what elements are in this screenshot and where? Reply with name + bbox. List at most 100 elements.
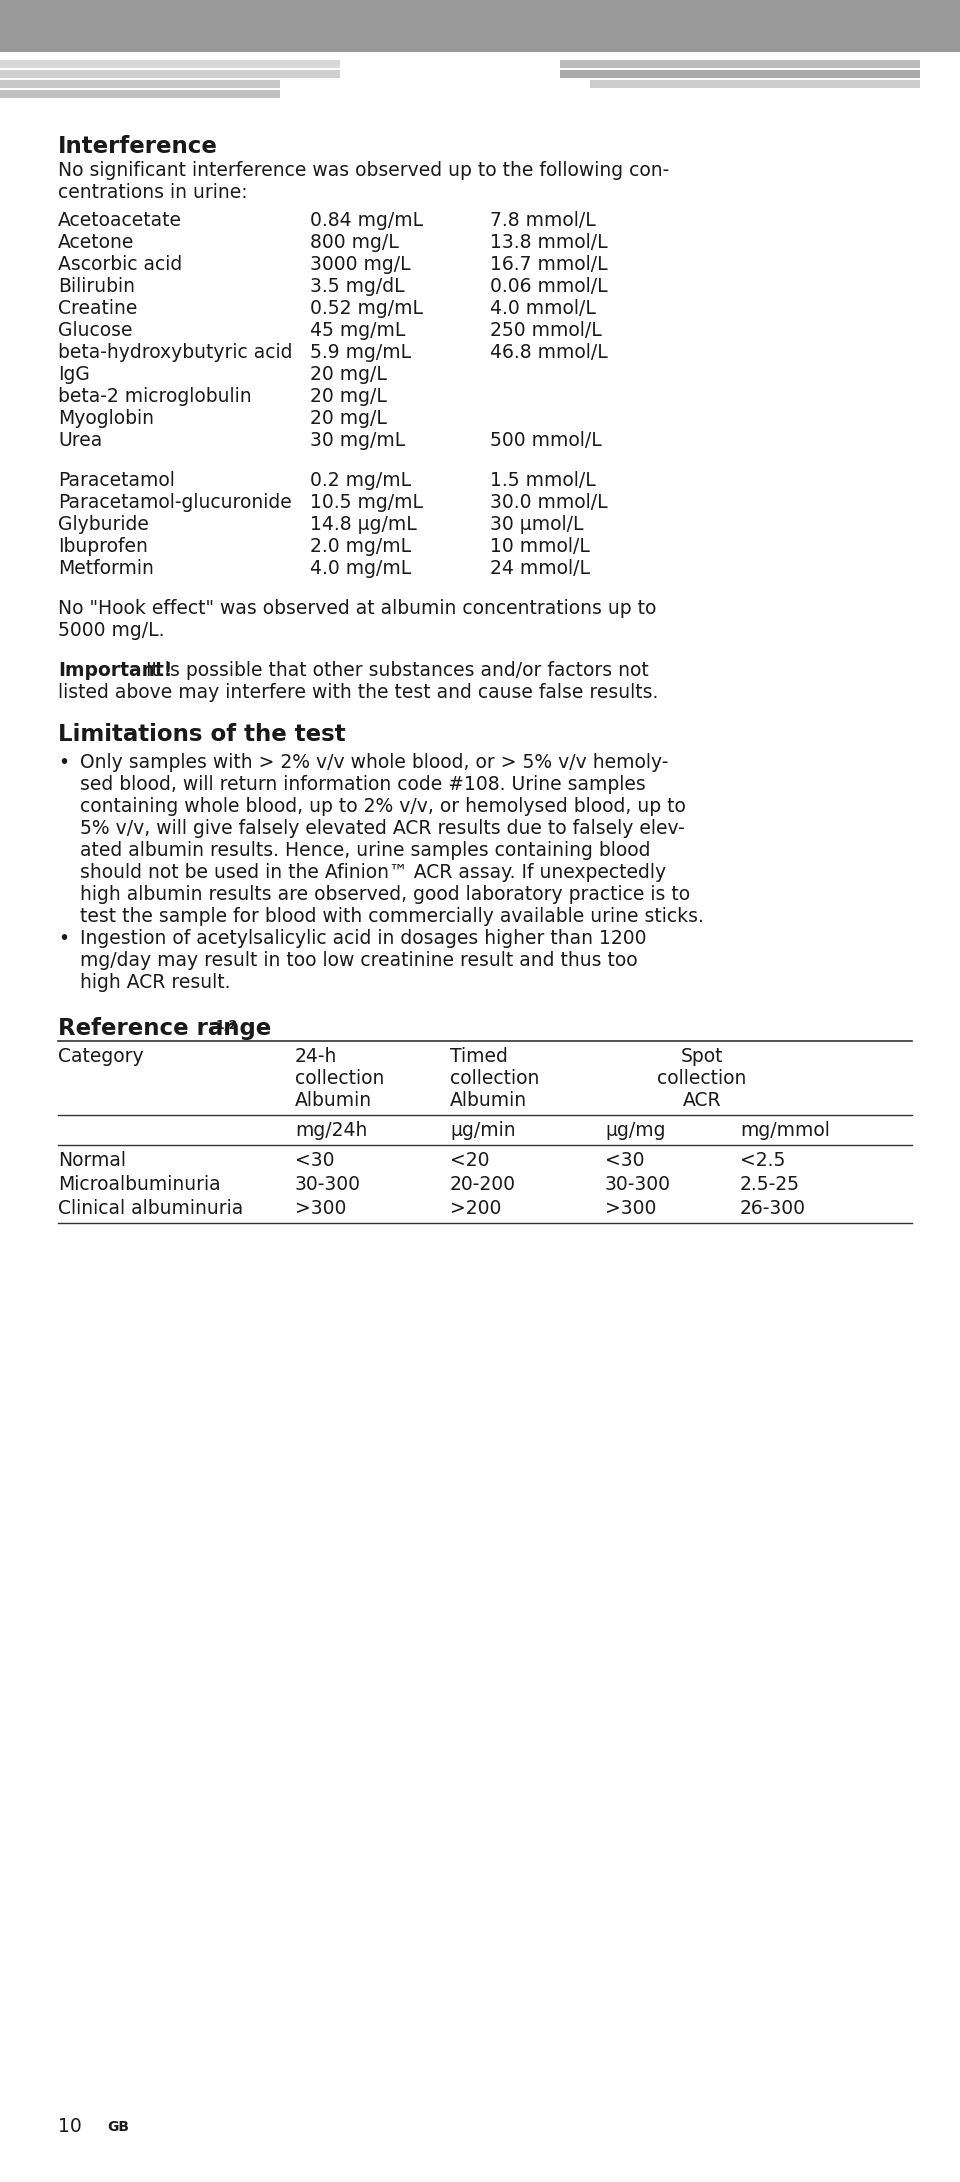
- Text: <20: <20: [450, 1150, 490, 1170]
- Text: test the sample for blood with commercially available urine sticks.: test the sample for blood with commercia…: [80, 908, 704, 925]
- Text: 26-300: 26-300: [740, 1198, 806, 1218]
- Text: μg/min: μg/min: [450, 1122, 516, 1139]
- Text: 4.0 mmol/L: 4.0 mmol/L: [490, 299, 596, 319]
- Bar: [0, 59, 340, 68]
- Bar: [0, 81, 280, 87]
- Text: high ACR result.: high ACR result.: [80, 973, 230, 993]
- Text: 0.2 mg/mL: 0.2 mg/mL: [310, 471, 411, 491]
- Text: 5.9 mg/mL: 5.9 mg/mL: [310, 343, 411, 362]
- Text: Only samples with > 2% v/v whole blood, or > 5% v/v hemoly-: Only samples with > 2% v/v whole blood, …: [80, 753, 668, 772]
- Text: Albumin: Albumin: [295, 1091, 372, 1111]
- Text: 16.7 mmol/L: 16.7 mmol/L: [490, 255, 608, 275]
- Text: Creatine: Creatine: [58, 299, 137, 319]
- Text: 24 mmol/L: 24 mmol/L: [490, 559, 590, 578]
- Text: Clinical albuminuria: Clinical albuminuria: [58, 1198, 243, 1218]
- Text: Paracetamol-glucuronide: Paracetamol-glucuronide: [58, 493, 292, 513]
- Text: 20-200: 20-200: [450, 1174, 516, 1194]
- Text: 0.84 mg/mL: 0.84 mg/mL: [310, 212, 423, 229]
- Text: beta-2 microglobulin: beta-2 microglobulin: [58, 386, 252, 406]
- Text: 13.8 mmol/L: 13.8 mmol/L: [490, 233, 608, 251]
- Bar: [560, 70, 920, 79]
- Text: Ingestion of acetylsalicylic acid in dosages higher than 1200: Ingestion of acetylsalicylic acid in dos…: [80, 930, 646, 947]
- Text: Myoglobin: Myoglobin: [58, 408, 154, 428]
- Text: 250 mmol/L: 250 mmol/L: [490, 321, 602, 340]
- Text: 30 μmol/L: 30 μmol/L: [490, 515, 584, 535]
- Text: 1,2: 1,2: [216, 1019, 238, 1032]
- Text: 800 mg/L: 800 mg/L: [310, 233, 398, 251]
- Text: ated albumin results. Hence, urine samples containing blood: ated albumin results. Hence, urine sampl…: [80, 840, 651, 860]
- Text: collection: collection: [295, 1069, 384, 1089]
- Text: Important!: Important!: [58, 661, 173, 681]
- Text: mg/mmol: mg/mmol: [740, 1122, 829, 1139]
- Text: 30-300: 30-300: [605, 1174, 671, 1194]
- Text: IgG: IgG: [58, 364, 90, 384]
- Text: 45 mg/mL: 45 mg/mL: [310, 321, 405, 340]
- Bar: [590, 81, 920, 87]
- Text: 10: 10: [58, 2117, 82, 2136]
- Text: •: •: [58, 753, 69, 772]
- Text: 7.8 mmol/L: 7.8 mmol/L: [490, 212, 596, 229]
- Text: 3000 mg/L: 3000 mg/L: [310, 255, 411, 275]
- Text: •: •: [58, 930, 69, 947]
- Text: 30 mg/mL: 30 mg/mL: [310, 432, 405, 449]
- Text: 4.0 mg/mL: 4.0 mg/mL: [310, 559, 411, 578]
- Text: centrations in urine:: centrations in urine:: [58, 183, 248, 203]
- Text: 10.5 mg/mL: 10.5 mg/mL: [310, 493, 423, 513]
- Text: collection: collection: [658, 1069, 747, 1089]
- Text: <2.5: <2.5: [740, 1150, 785, 1170]
- Text: should not be used in the Afinion™ ACR assay. If unexpectedly: should not be used in the Afinion™ ACR a…: [80, 864, 666, 882]
- Text: Acetone: Acetone: [58, 233, 134, 251]
- Text: sed blood, will return information code #108. Urine samples: sed blood, will return information code …: [80, 775, 646, 794]
- Text: Albumin: Albumin: [450, 1091, 527, 1111]
- Text: beta-hydroxybutyric acid: beta-hydroxybutyric acid: [58, 343, 293, 362]
- Text: Glucose: Glucose: [58, 321, 132, 340]
- Text: Limitations of the test: Limitations of the test: [58, 722, 346, 746]
- Text: 20 mg/L: 20 mg/L: [310, 408, 387, 428]
- Text: Bilirubin: Bilirubin: [58, 277, 135, 297]
- Text: Metformin: Metformin: [58, 559, 154, 578]
- Text: Glyburide: Glyburide: [58, 515, 149, 535]
- Text: Reference range: Reference range: [58, 1017, 272, 1041]
- Text: Interference: Interference: [58, 135, 218, 157]
- Text: Urea: Urea: [58, 432, 103, 449]
- Text: 500 mmol/L: 500 mmol/L: [490, 432, 602, 449]
- Text: >300: >300: [295, 1198, 347, 1218]
- Text: listed above may interfere with the test and cause false results.: listed above may interfere with the test…: [58, 683, 659, 703]
- Text: collection: collection: [450, 1069, 540, 1089]
- Text: Ibuprofen: Ibuprofen: [58, 537, 148, 556]
- Text: ACR: ACR: [683, 1091, 721, 1111]
- Text: No "Hook effect" was observed at albumin concentrations up to: No "Hook effect" was observed at albumin…: [58, 600, 657, 618]
- Text: No significant interference was observed up to the following con-: No significant interference was observed…: [58, 161, 669, 179]
- Circle shape: [100, 2110, 136, 2145]
- Text: containing whole blood, up to 2% v/v, or hemolysed blood, up to: containing whole blood, up to 2% v/v, or…: [80, 796, 685, 816]
- Text: Microalbuminuria: Microalbuminuria: [58, 1174, 221, 1194]
- Text: Category: Category: [58, 1047, 144, 1067]
- Text: Paracetamol: Paracetamol: [58, 471, 175, 491]
- Text: 20 mg/L: 20 mg/L: [310, 364, 387, 384]
- Text: 1.5 mmol/L: 1.5 mmol/L: [490, 471, 596, 491]
- Text: Spot: Spot: [681, 1047, 723, 1067]
- Text: high albumin results are observed, good laboratory practice is to: high albumin results are observed, good …: [80, 886, 690, 903]
- Text: 24-h: 24-h: [295, 1047, 337, 1067]
- Text: Timed: Timed: [450, 1047, 508, 1067]
- Text: 2.0 mg/mL: 2.0 mg/mL: [310, 537, 411, 556]
- Text: 14.8 μg/mL: 14.8 μg/mL: [310, 515, 417, 535]
- Bar: [560, 59, 920, 68]
- Text: Ascorbic acid: Ascorbic acid: [58, 255, 182, 275]
- Bar: [0, 0, 960, 52]
- Text: 10 mmol/L: 10 mmol/L: [490, 537, 589, 556]
- Bar: [0, 89, 280, 98]
- Text: >300: >300: [605, 1198, 657, 1218]
- Text: GB: GB: [107, 2121, 129, 2134]
- Text: 46.8 mmol/L: 46.8 mmol/L: [490, 343, 608, 362]
- Text: It is possible that other substances and/or factors not: It is possible that other substances and…: [140, 661, 649, 681]
- Bar: [0, 70, 340, 79]
- Text: 30.0 mmol/L: 30.0 mmol/L: [490, 493, 608, 513]
- Text: 2.5-25: 2.5-25: [740, 1174, 800, 1194]
- Text: μg/mg: μg/mg: [605, 1122, 665, 1139]
- Text: Acetoacetate: Acetoacetate: [58, 212, 182, 229]
- Text: 3.5 mg/dL: 3.5 mg/dL: [310, 277, 404, 297]
- Text: 20 mg/L: 20 mg/L: [310, 386, 387, 406]
- Text: <30: <30: [295, 1150, 334, 1170]
- Text: 5% v/v, will give falsely elevated ACR results due to falsely elev-: 5% v/v, will give falsely elevated ACR r…: [80, 818, 684, 838]
